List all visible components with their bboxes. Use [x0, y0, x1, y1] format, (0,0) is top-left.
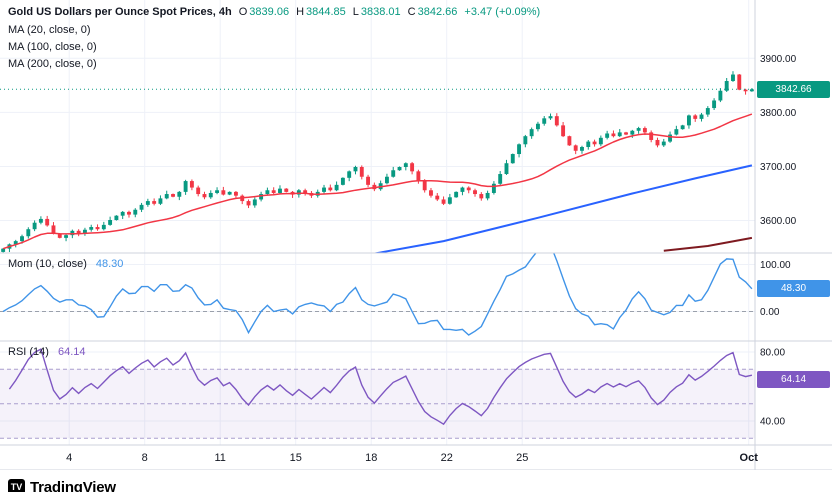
- ohlc-low: L 3838.01: [352, 6, 401, 18]
- svg-text:18: 18: [365, 452, 377, 464]
- gridlines: [0, 0, 755, 445]
- moving-averages: [2, 113, 753, 253]
- svg-text:80.00: 80.00: [760, 348, 785, 359]
- momentum-legend[interactable]: Mom (10, close) 48.30: [8, 258, 123, 270]
- svg-text:40.00: 40.00: [760, 417, 785, 428]
- chart-canvas[interactable]: 3900.00 3800.00 3700.00 3600.00 100.00 0.00 80…: [0, 0, 832, 470]
- tradingview-icon: TV: [8, 479, 25, 492]
- svg-text:3900.00: 3900.00: [760, 54, 797, 65]
- svg-text:100.00: 100.00: [760, 260, 791, 271]
- chart-title: Gold US Dollars per Ounce Spot Prices, 4…: [8, 6, 232, 18]
- momentum-line: [2, 253, 753, 336]
- momentum-label: Mom (10, close): [8, 258, 87, 270]
- main-legend[interactable]: Gold US Dollars per Ounce Spot Prices, 4…: [8, 6, 540, 18]
- ohlc-open: O 3839.06: [238, 6, 290, 18]
- rsi-line: [8, 348, 753, 426]
- price-axis-labels[interactable]: 3900.00 3800.00 3700.00 3600.00 100.00 0.00 80…: [760, 54, 797, 428]
- ma20-legend[interactable]: MA (20, close, 0): [8, 24, 91, 36]
- price-badge: 3842.66: [757, 80, 830, 98]
- svg-text:0.00: 0.00: [760, 307, 780, 318]
- svg-text:22: 22: [441, 452, 453, 464]
- ma200-legend[interactable]: MA (200, close, 0): [8, 58, 97, 70]
- ohlc-close: C 3842.66: [407, 6, 458, 18]
- svg-text:11: 11: [214, 452, 225, 464]
- ma100-legend[interactable]: MA (100, close, 0): [8, 41, 97, 53]
- time-axis-labels[interactable]: 4 8 11 15 18 22 25 Oct: [66, 452, 758, 464]
- svg-text:3700.00: 3700.00: [760, 162, 797, 173]
- tradingview-attribution[interactable]: TV TradingView: [8, 479, 116, 492]
- svg-text:4: 4: [66, 452, 72, 464]
- svg-text:8: 8: [142, 452, 148, 464]
- svg-text:15: 15: [290, 452, 302, 464]
- svg-text:25: 25: [516, 452, 528, 464]
- ohlc-high: H 3844.85: [296, 6, 346, 18]
- svg-text:3800.00: 3800.00: [760, 108, 797, 119]
- panel-dividers: [0, 0, 832, 470]
- rsi-badge: 64.14: [757, 370, 830, 388]
- tradingview-wordmark: TradingView: [30, 479, 116, 492]
- svg-text:3600.00: 3600.00: [760, 216, 797, 227]
- rsi-value: 64.14: [57, 346, 86, 358]
- rsi-band: [0, 369, 755, 439]
- svg-text:Oct: Oct: [740, 452, 759, 464]
- rsi-label: RSI (14): [8, 346, 49, 358]
- momentum-badge: 48.30: [757, 280, 830, 298]
- rsi-legend[interactable]: RSI (14) 64.14: [8, 346, 86, 358]
- price-change: +3.47 (+0.09%): [464, 6, 541, 18]
- momentum-value: 48.30: [95, 258, 124, 270]
- candles: [1, 71, 754, 253]
